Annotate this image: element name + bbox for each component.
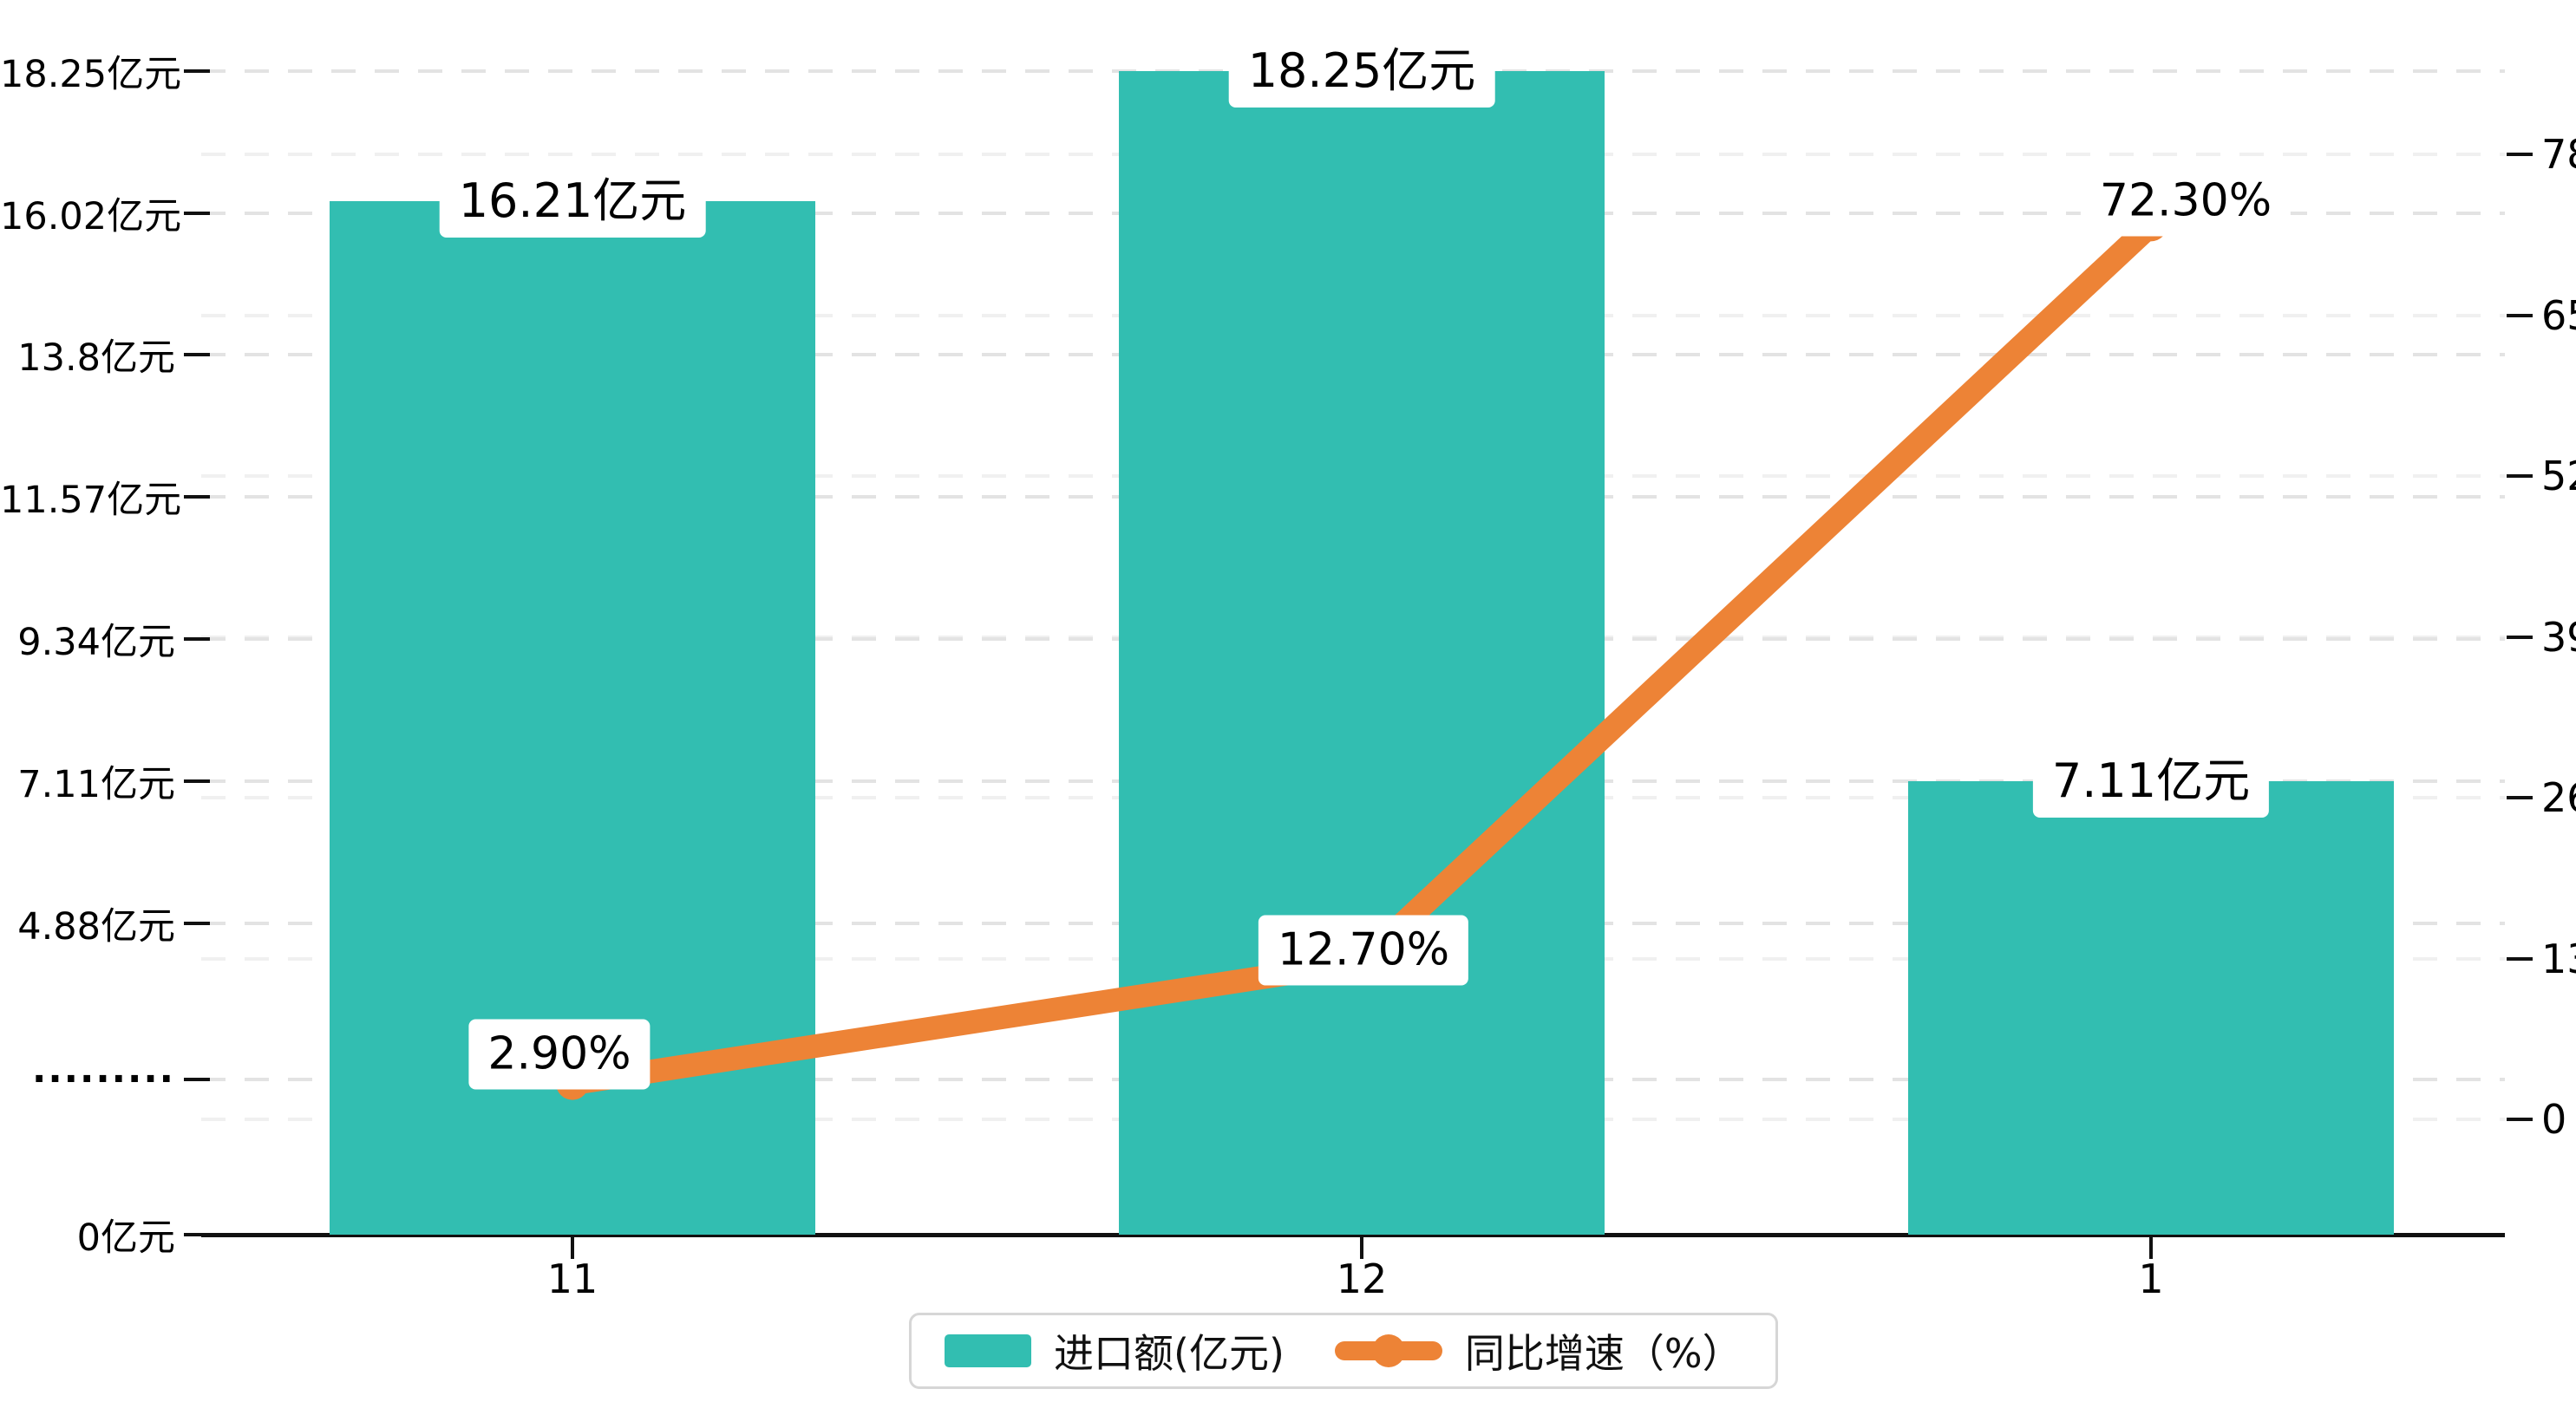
bar-value-label-1: 7.11亿元 — [2032, 745, 2270, 818]
line-value-label-12: 12.70% — [1258, 915, 1469, 986]
x-tick — [571, 1236, 574, 1259]
x-axis-label-11: 11 — [546, 1255, 598, 1302]
right-tick — [2507, 1118, 2533, 1121]
left-tick — [184, 1077, 210, 1081]
x-axis-line — [201, 1233, 2505, 1237]
right-tick — [2507, 635, 2533, 639]
left-tick — [184, 495, 210, 499]
left-axis-label: 18.25亿元 — [0, 53, 182, 96]
x-tick — [2149, 1236, 2153, 1259]
bar-12[interactable] — [1119, 71, 1605, 1235]
legend-bar-label: 进口额(亿元) — [1054, 1330, 1285, 1377]
left-tick — [184, 637, 210, 642]
legend-item-line-series[interactable]: 同比增速（%） — [1334, 1322, 1742, 1379]
left-tick — [184, 922, 210, 926]
right-tick — [2507, 313, 2533, 317]
right-axis-label: 26 — [2541, 774, 2576, 821]
left-tick — [184, 211, 210, 215]
right-axis-label: 0 — [2541, 1096, 2567, 1143]
left-axis-label: 4.88亿元 — [17, 905, 175, 949]
left-tick — [184, 353, 210, 357]
x-axis-label-1: 1 — [2138, 1255, 2164, 1302]
right-axis-label: 52 — [2541, 453, 2576, 499]
bar-value-label-12: 18.25亿元 — [1228, 35, 1495, 108]
right-tick — [2507, 153, 2533, 157]
left-tick — [184, 69, 210, 73]
left-axis-label: ········· — [31, 1057, 175, 1101]
line-value-label-1: 72.30% — [2080, 166, 2292, 237]
left-axis-label: 9.34亿元 — [17, 621, 175, 665]
legend-line-label: 同比增速（%） — [1464, 1330, 1742, 1377]
bar-series-swatch-icon — [945, 1334, 1031, 1367]
left-tick — [184, 779, 210, 784]
right-axis-label: 65 — [2541, 291, 2576, 339]
left-tick — [184, 1233, 210, 1236]
left-axis-label: 16.02亿元 — [0, 194, 182, 238]
left-axis-label: 11.57亿元 — [0, 479, 182, 523]
right-axis-label: 13 — [2541, 935, 2576, 982]
legend: 进口额(亿元) 同比增速（%） — [909, 1313, 1778, 1389]
left-axis-label: 0亿元 — [76, 1216, 175, 1260]
right-tick — [2507, 796, 2533, 799]
left-axis-label: 7.11亿元 — [17, 763, 175, 807]
left-axis-label: 13.8亿元 — [17, 336, 175, 381]
legend-item-bar-series[interactable]: 进口额(亿元) — [945, 1322, 1285, 1379]
line-series-symbol-icon — [1334, 1333, 1442, 1368]
bar-value-label-11: 16.21亿元 — [439, 165, 706, 238]
x-axis-label-12: 12 — [1336, 1255, 1388, 1302]
right-axis-label: 39 — [2541, 613, 2576, 661]
x-tick — [1360, 1236, 1363, 1259]
right-axis-label: 78 — [2541, 131, 2576, 179]
right-tick — [2507, 474, 2533, 478]
bar-1[interactable] — [1908, 781, 2394, 1235]
right-tick — [2507, 956, 2533, 961]
line-value-label-11: 2.90% — [468, 1019, 651, 1090]
